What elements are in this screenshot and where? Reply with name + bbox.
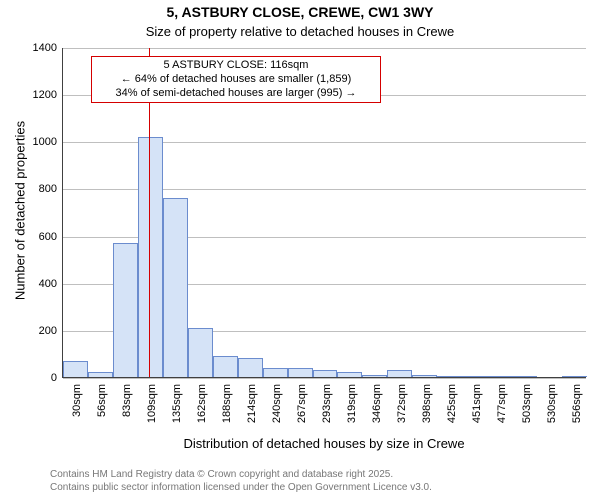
histogram-bar — [487, 376, 512, 377]
histogram-bar — [313, 370, 338, 377]
x-tick-label: 451sqm — [467, 384, 483, 423]
histogram-bar — [113, 243, 138, 377]
histogram-bar — [437, 376, 462, 377]
x-tick-label: 240sqm — [267, 384, 283, 423]
y-tick-label: 0 — [51, 372, 63, 384]
credits-block: Contains HM Land Registry data © Crown c… — [50, 468, 432, 494]
plot-area: 5 ASTBURY CLOSE: 116sqm ← 64% of detache… — [62, 48, 586, 378]
gridline — [63, 48, 586, 49]
histogram-bar — [213, 356, 238, 377]
x-tick-label: 83sqm — [117, 384, 133, 417]
x-tick-label: 398sqm — [417, 384, 433, 423]
histogram-bar — [263, 368, 288, 377]
x-tick-label: 372sqm — [392, 384, 408, 423]
x-tick-label: 425sqm — [442, 384, 458, 423]
x-tick-label: 503sqm — [517, 384, 533, 423]
y-tick-label: 1400 — [33, 42, 63, 54]
histogram-bar — [562, 376, 587, 377]
histogram-bar — [387, 370, 412, 377]
x-axis-label: Distribution of detached houses by size … — [62, 436, 586, 451]
credits-line-1: Contains HM Land Registry data © Crown c… — [50, 468, 432, 481]
histogram-bar — [512, 376, 537, 377]
chart-title: 5, ASTBURY CLOSE, CREWE, CW1 3WY — [0, 4, 600, 20]
x-tick-label: 477sqm — [492, 384, 508, 423]
histogram-bar — [188, 328, 213, 378]
x-tick-label: 346sqm — [367, 384, 383, 423]
x-tick-label: 556sqm — [567, 384, 583, 423]
chart-subtitle: Size of property relative to detached ho… — [0, 24, 600, 39]
histogram-bar — [462, 376, 487, 377]
y-tick-label: 400 — [39, 278, 63, 290]
callout-box: 5 ASTBURY CLOSE: 116sqm ← 64% of detache… — [91, 56, 381, 103]
histogram-bar — [362, 375, 387, 377]
x-tick-label: 30sqm — [67, 384, 83, 417]
chart-page: 5, ASTBURY CLOSE, CREWE, CW1 3WY Size of… — [0, 0, 600, 500]
callout-line-1: 5 ASTBURY CLOSE: 116sqm — [96, 59, 376, 73]
x-tick-label: 135sqm — [167, 384, 183, 423]
x-tick-label: 56sqm — [92, 384, 108, 417]
x-tick-label: 530sqm — [542, 384, 558, 423]
histogram-bar — [88, 372, 113, 377]
histogram-bar — [337, 372, 362, 377]
x-tick-label: 162sqm — [192, 384, 208, 423]
x-tick-label: 188sqm — [217, 384, 233, 423]
callout-line-3: 34% of semi-detached houses are larger (… — [96, 87, 376, 101]
x-tick-label: 293sqm — [317, 384, 333, 423]
histogram-bar — [288, 368, 313, 377]
callout-line-2: ← 64% of detached houses are smaller (1,… — [96, 73, 376, 87]
histogram-bar — [63, 361, 88, 378]
x-tick-label: 109sqm — [142, 384, 158, 423]
y-axis-label: Number of detached properties — [13, 111, 28, 311]
credits-line-2: Contains public sector information licen… — [50, 481, 432, 494]
gridline — [63, 378, 586, 379]
histogram-bar — [412, 375, 437, 377]
y-tick-label: 1200 — [33, 89, 63, 101]
y-tick-label: 800 — [39, 183, 63, 195]
x-tick-label: 319sqm — [342, 384, 358, 423]
histogram-bar — [163, 198, 188, 377]
y-tick-label: 200 — [39, 325, 63, 337]
y-tick-label: 1000 — [33, 136, 63, 148]
x-tick-label: 214sqm — [242, 384, 258, 423]
x-tick-label: 267sqm — [292, 384, 308, 423]
y-tick-label: 600 — [39, 231, 63, 243]
histogram-bar — [238, 358, 263, 377]
